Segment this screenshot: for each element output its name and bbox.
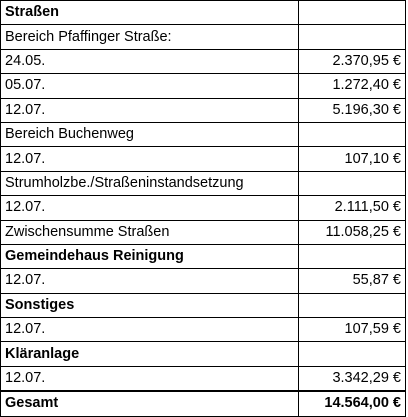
row-amount xyxy=(298,243,406,270)
row-amount xyxy=(298,341,406,367)
row-amount: 2.370,95 € xyxy=(298,48,406,75)
row-amount: 107,10 € xyxy=(298,146,406,172)
row-label: Straßen xyxy=(0,0,299,26)
row-amount xyxy=(298,0,406,26)
row-amount: 107,59 € xyxy=(298,317,406,343)
table-row: Bereich Buchenweg xyxy=(0,121,406,148)
row-label: 05.07. xyxy=(0,73,299,99)
row-amount: 55,87 € xyxy=(298,268,406,294)
table-row: Straßen xyxy=(0,0,406,26)
row-amount: 3.342,29 € xyxy=(298,365,406,392)
row-amount xyxy=(298,170,406,197)
table-row: Gemeindehaus Reinigung xyxy=(0,243,406,270)
table-row: 12.07. 107,10 € xyxy=(0,146,406,172)
row-amount xyxy=(298,292,406,319)
row-label: 12.07. xyxy=(0,317,299,343)
table-row: Kläranlage xyxy=(0,341,406,367)
table-row: Sonstiges xyxy=(0,292,406,319)
row-label: Kläranlage xyxy=(0,341,299,367)
row-label: Sonstiges xyxy=(0,292,299,319)
row-amount xyxy=(298,121,406,148)
row-label: 12.07. xyxy=(0,365,299,392)
table-row: 12.07. 5.196,30 € xyxy=(0,97,406,123)
row-amount xyxy=(298,24,406,50)
row-label: 12.07. xyxy=(0,268,299,294)
row-amount: 5.196,30 € xyxy=(298,97,406,123)
table-row: 12.07. 55,87 € xyxy=(0,268,406,294)
row-amount: 11.058,25 € xyxy=(298,219,406,245)
table-row: Bereich Pfaffinger Straße: xyxy=(0,24,406,50)
row-label: 12.07. xyxy=(0,195,299,221)
table-row: Strumholzbe./Straßeninstandsetzung xyxy=(0,170,406,197)
table-row: 24.05. 2.370,95 € xyxy=(0,48,406,75)
table-row: 12.07. 2.111,50 € xyxy=(0,195,406,221)
row-label: Gemeindehaus Reinigung xyxy=(0,243,299,270)
row-amount: 2.111,50 € xyxy=(298,195,406,221)
table-row: 12.07. 3.342,29 € xyxy=(0,365,406,392)
table-row: 12.07. 107,59 € xyxy=(0,317,406,343)
row-label: 12.07. xyxy=(0,146,299,172)
table-row: Gesamt 14.564,00 € xyxy=(0,390,406,417)
row-label: Zwischensumme Straßen xyxy=(0,219,299,245)
row-amount: 1.272,40 € xyxy=(298,73,406,99)
row-label: 24.05. xyxy=(0,48,299,75)
row-label: Gesamt xyxy=(0,390,299,417)
table-row: Zwischensumme Straßen 11.058,25 € xyxy=(0,219,406,245)
row-label: Bereich Buchenweg xyxy=(0,121,299,148)
row-amount: 14.564,00 € xyxy=(298,390,406,417)
row-label: Bereich Pfaffinger Straße: xyxy=(0,24,299,50)
row-label: Strumholzbe./Straßeninstandsetzung xyxy=(0,170,299,197)
row-label: 12.07. xyxy=(0,97,299,123)
table-row: 05.07. 1.272,40 € xyxy=(0,73,406,99)
